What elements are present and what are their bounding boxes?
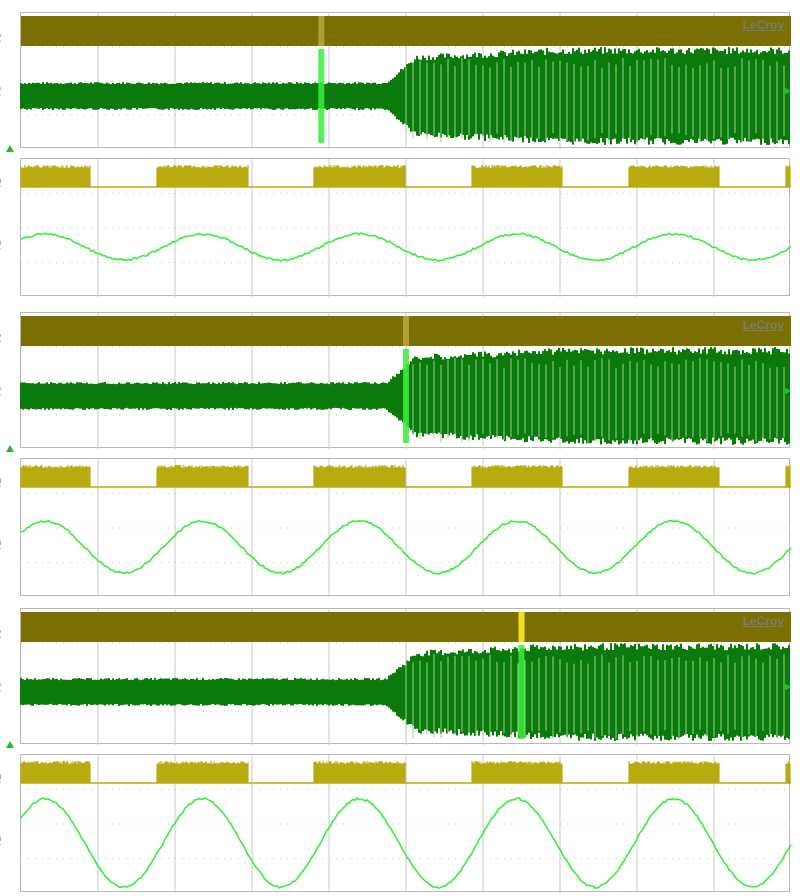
z1-trace <box>20 165 791 187</box>
capture-3: LeCroy C1 C4 Z1 Z4 <box>0 608 800 896</box>
zoom-waveforms <box>20 755 792 893</box>
zoom-waveforms <box>20 459 792 597</box>
z1-trace <box>20 465 791 487</box>
zoom-display-panel <box>20 754 792 893</box>
main-waveforms <box>20 609 791 745</box>
trigger-marker-icon <box>6 741 14 748</box>
zoom-cursor-bottom[interactable] <box>403 349 409 443</box>
zoom-waveforms <box>20 159 792 297</box>
c4-level-marker-icon <box>784 87 791 95</box>
z4-label: Z4 <box>0 836 2 847</box>
zoom-display-panel <box>20 458 792 597</box>
c4-trace <box>20 643 790 741</box>
z4-trace <box>20 797 792 889</box>
c1-label: C1 <box>0 628 2 640</box>
c4-label: C4 <box>0 681 2 693</box>
c4-label: C4 <box>0 85 2 97</box>
c4-level-marker-icon <box>784 387 791 395</box>
z4-label: Z4 <box>0 240 2 251</box>
zoom-cursor-bottom[interactable] <box>318 49 325 143</box>
zoom-cursor-top[interactable] <box>518 612 525 642</box>
z1-label: Z1 <box>0 178 2 189</box>
capture-1: LeCroy C1 C4 Z1 Z4 <box>0 12 800 300</box>
zoom-cursor-bottom[interactable] <box>518 645 525 739</box>
z4-label: Z4 <box>0 540 2 551</box>
brand-logo: LeCroy <box>742 18 784 32</box>
main-display-panel <box>20 312 791 449</box>
z1-label: Z1 <box>0 774 2 785</box>
c4-level-marker-icon <box>784 683 791 691</box>
main-waveforms <box>20 13 791 149</box>
c4-trace <box>20 47 790 145</box>
brand-logo: LeCroy <box>742 318 784 332</box>
zoom-cursor-top[interactable] <box>403 316 409 346</box>
c1-trace <box>21 16 791 46</box>
c4-label: C4 <box>0 385 2 397</box>
c4-envelope-highlights <box>405 654 785 739</box>
c1-trace <box>21 612 791 642</box>
capture-2: LeCroy C1 C4 Z1 Z4 <box>0 312 800 600</box>
main-display-panel <box>20 608 791 745</box>
c4-envelope-highlights <box>405 58 785 143</box>
brand-logo: LeCroy <box>742 614 784 628</box>
z1-label: Z1 <box>0 478 2 489</box>
z4-trace <box>20 232 792 262</box>
zoom-grid <box>21 159 791 297</box>
zoom-display-panel <box>20 158 792 297</box>
c1-label: C1 <box>0 32 2 44</box>
trigger-marker-icon <box>6 145 14 152</box>
z4-trace <box>20 519 792 575</box>
main-display-panel <box>20 12 791 149</box>
c1-label: C1 <box>0 332 2 344</box>
trigger-marker-icon <box>6 445 14 452</box>
zoom-cursor-top[interactable] <box>318 16 325 46</box>
main-waveforms <box>20 313 791 449</box>
c4-trace <box>20 347 790 445</box>
z1-trace <box>20 761 791 783</box>
